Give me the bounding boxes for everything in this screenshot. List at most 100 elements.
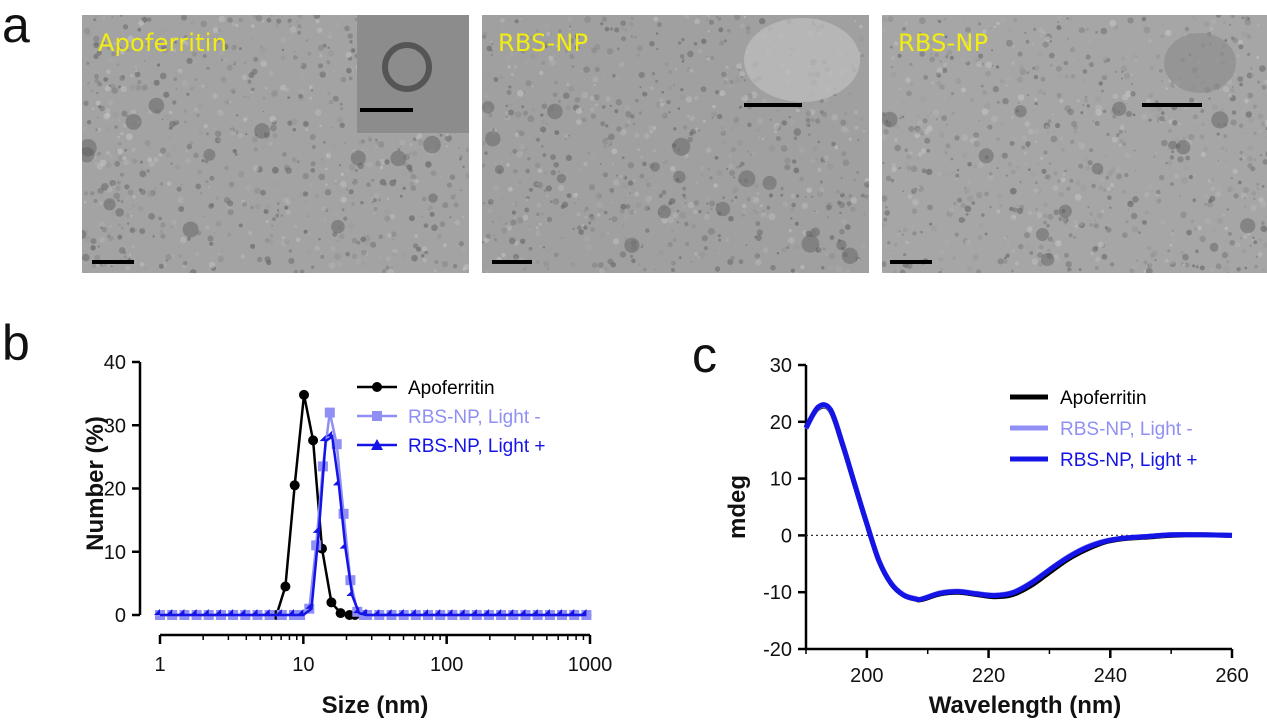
tem-label: Apoferritin xyxy=(98,29,228,57)
data-point xyxy=(338,508,349,519)
y-tick-label: -20 xyxy=(763,639,792,661)
legend-marker xyxy=(372,411,382,421)
legend-entry: Apoferritin xyxy=(1010,388,1147,409)
y-tick-label: 10 xyxy=(770,469,792,491)
data-point xyxy=(332,479,339,486)
legend-label: RBS-NP, Light + xyxy=(1060,450,1197,471)
y-tick-label: -10 xyxy=(763,582,792,604)
data-point xyxy=(556,609,563,616)
panel-letter-b: b xyxy=(2,315,30,371)
data-point xyxy=(324,407,335,418)
data-point xyxy=(422,609,429,616)
scale-bar xyxy=(492,260,532,264)
data-point xyxy=(308,435,319,446)
data-point xyxy=(543,609,550,616)
data-point xyxy=(346,590,353,597)
tem-texture xyxy=(482,15,869,273)
y-axis-label: Number (%) xyxy=(82,416,109,551)
legend-label: Apoferritin xyxy=(408,378,495,399)
x-tick-label: 260 xyxy=(1215,665,1248,687)
y-tick-label: 0 xyxy=(115,605,126,627)
data-point xyxy=(326,597,337,608)
data-point xyxy=(227,609,234,616)
data-point xyxy=(297,609,304,616)
legend-entry: Apoferritin xyxy=(357,378,495,399)
y-tick-label: 20 xyxy=(104,479,126,501)
data-point xyxy=(482,609,489,616)
data-point xyxy=(319,435,326,442)
x-axis-label: Wavelength (nm) xyxy=(929,692,1121,719)
tem-label: RBS-NP xyxy=(498,29,589,57)
tem-image-apoferritin: Apoferritin xyxy=(82,15,469,273)
tem-inset xyxy=(357,15,469,133)
data-point xyxy=(326,430,333,437)
data-point xyxy=(385,609,392,616)
data-point xyxy=(311,540,322,551)
x-tick-label: 100 xyxy=(430,654,463,676)
y-tick-label: 30 xyxy=(104,415,126,437)
inset-particle xyxy=(382,42,432,92)
inset-scale-bar xyxy=(360,108,413,112)
y-tick-label: 40 xyxy=(104,352,126,374)
data-point xyxy=(495,609,502,616)
data-point xyxy=(409,609,416,616)
x-tick-label: 220 xyxy=(972,665,1005,687)
inset-scale-bar xyxy=(744,103,802,107)
data-point xyxy=(531,609,538,616)
series-line xyxy=(160,434,587,617)
tem-inset xyxy=(744,18,860,102)
data-point xyxy=(339,542,346,549)
legend-label: RBS-NP, Light + xyxy=(408,436,545,457)
x-tick-label: 1000 xyxy=(568,654,613,676)
tem-image-rbs-np-2: RBS-NP xyxy=(882,15,1267,273)
y-axis-label: mdeg xyxy=(724,475,751,539)
data-point xyxy=(312,526,319,533)
data-point xyxy=(263,609,270,616)
scale-bar xyxy=(92,260,134,264)
data-point xyxy=(288,609,295,616)
data-point xyxy=(154,609,161,616)
legend-marker xyxy=(372,382,382,392)
legend-entry: RBS-NP, Light + xyxy=(1010,450,1197,471)
data-point xyxy=(446,609,453,616)
y-tick-label: 0 xyxy=(781,525,792,547)
tem-texture xyxy=(882,15,1267,273)
data-point xyxy=(361,609,368,616)
data-point xyxy=(275,609,282,616)
tem-label: RBS-NP xyxy=(898,29,989,57)
data-point xyxy=(178,609,185,616)
chart-b-size-distribution: 0 10 20 30 40 1 10 100 1000 Size (nm) Number (%) A… xyxy=(82,352,613,719)
legend-label: RBS-NP, Light - xyxy=(408,407,541,428)
y-tick-label: 20 xyxy=(770,412,792,434)
legend-entry: RBS-NP, Light + xyxy=(357,436,545,457)
data-point xyxy=(335,608,346,619)
x-axis-label: Size (nm) xyxy=(322,692,429,719)
data-point xyxy=(507,609,514,616)
data-point xyxy=(519,609,526,616)
data-point xyxy=(190,609,197,616)
data-point xyxy=(434,609,441,616)
legend-entry: RBS-NP, Light - xyxy=(1010,419,1193,440)
data-point xyxy=(331,439,342,450)
legend-label: RBS-NP, Light - xyxy=(1060,419,1193,440)
tem-texture xyxy=(82,15,469,273)
tem-inset xyxy=(1164,33,1236,93)
data-point xyxy=(373,609,380,616)
tem-image-rbs-np-1: RBS-NP xyxy=(482,15,869,273)
x-tick-label: 1 xyxy=(154,654,165,676)
series-line-0 xyxy=(803,403,1233,603)
data-point xyxy=(239,609,246,616)
data-point xyxy=(305,602,312,609)
legend-label: Apoferritin xyxy=(1060,388,1147,409)
panel-letter-a: a xyxy=(2,0,30,53)
data-point xyxy=(580,609,587,616)
data-point xyxy=(280,581,291,592)
inset-scale-bar xyxy=(1142,103,1202,107)
scale-bar xyxy=(890,260,932,264)
x-tick-label: 10 xyxy=(292,654,314,676)
legend-entry: RBS-NP, Light - xyxy=(357,407,541,428)
data-point xyxy=(214,609,221,616)
data-point xyxy=(299,389,309,400)
data-point xyxy=(166,609,173,616)
x-tick-label: 200 xyxy=(850,665,883,687)
